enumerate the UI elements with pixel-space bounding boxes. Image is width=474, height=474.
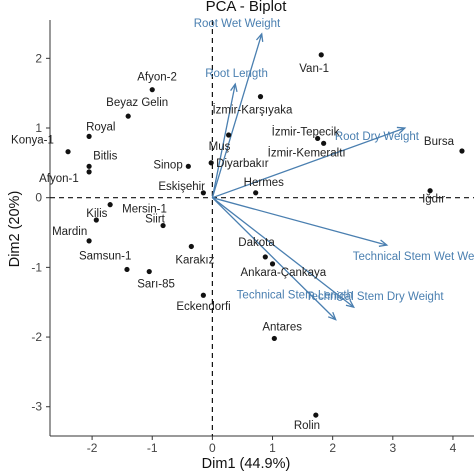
- y-tick-label: -2: [31, 330, 42, 344]
- y-tick-label: 2: [35, 51, 42, 65]
- point-label: Antares: [262, 321, 302, 333]
- x-axis-title: Dim1 (44.9%): [202, 456, 291, 472]
- plot-frame: [49, 20, 474, 437]
- point-label: Bitlis: [93, 150, 118, 162]
- chart-title: PCA - Biplot: [206, 0, 288, 15]
- vector-label: Technical Stem Wet Weight: [353, 251, 474, 263]
- point-label: İzmir-Karşıyaka: [212, 104, 292, 117]
- x-tick-label: -1: [147, 441, 158, 455]
- reference-lines: [50, 20, 474, 436]
- point-label: Samsun-1: [79, 250, 131, 262]
- point-label: Rolin: [294, 420, 320, 432]
- data-point: [160, 222, 166, 229]
- data-point: [86, 238, 92, 244]
- vector-label: Technical Stem Length: [237, 290, 353, 302]
- data-point: [125, 113, 131, 119]
- vector-arrowhead: [327, 311, 337, 321]
- data-point: [321, 140, 327, 146]
- data-point: [262, 254, 268, 260]
- point-label: Van-1: [299, 63, 329, 75]
- vector-label: Technical Stem Dry Weight: [306, 291, 445, 303]
- vector-arrow: [211, 197, 355, 308]
- data-point: [318, 52, 324, 58]
- data-point: [253, 190, 259, 196]
- x-tick-label: 4: [450, 441, 457, 455]
- vector-label: Root Length: [205, 68, 268, 80]
- y-tick-label: 0: [35, 191, 42, 205]
- vector-arrow: [212, 197, 387, 246]
- data-point: [93, 217, 99, 223]
- data-point: [185, 163, 191, 169]
- point-label: Mardin: [52, 226, 87, 238]
- vector-arrow: [211, 33, 263, 198]
- point-label: Sinop: [153, 159, 182, 171]
- point-label: Afyon-2: [137, 72, 177, 84]
- vector-arrow: [211, 197, 337, 321]
- point-label: Ankara-Çankaya: [241, 267, 327, 279]
- point-label: Mersin-1: [122, 204, 167, 216]
- x-tick-label: 2: [329, 441, 336, 455]
- y-axis-title: Dim2 (20%): [7, 191, 23, 268]
- data-point: [149, 87, 155, 93]
- point-label: Siirt: [145, 214, 166, 226]
- point-label: Hermes: [244, 177, 285, 189]
- x-tick-label: 3: [389, 441, 396, 455]
- vector-arrowhead: [255, 32, 264, 42]
- data-point: [146, 268, 152, 275]
- data-point: [86, 133, 92, 139]
- observation-points: Van-1 Afyon-2 İzmir-Karşıyaka Beyaz Gelin Ro…: [11, 52, 465, 432]
- vector-arrowhead: [378, 239, 389, 247]
- variable-vectors: Root Wet Weight Root Length Root Dry Weigh…: [194, 18, 474, 321]
- x-tick-label: 0: [209, 441, 216, 455]
- data-point: [65, 149, 71, 155]
- point-label: Karakız: [175, 254, 214, 266]
- axis-ticks: -2 -1 0 1 2 3 4 -3 -2 -1 0 1 2: [31, 51, 456, 455]
- data-point: [86, 169, 92, 175]
- x-tick-label: 1: [269, 441, 276, 455]
- data-point: [313, 412, 319, 418]
- vector-label: Root Wet Weight: [194, 18, 281, 30]
- point-label: İzmir-Tepecik: [272, 125, 340, 138]
- data-point: [459, 148, 465, 154]
- point-label: Kilis: [86, 208, 107, 220]
- data-point: [188, 243, 194, 250]
- point-label: Konya-1: [11, 135, 54, 147]
- data-point: [200, 190, 206, 196]
- vector-arrowhead: [396, 126, 407, 135]
- point-label: Iğdır: [422, 194, 445, 206]
- point-label: İzmir-Kemeraltı: [268, 146, 346, 159]
- point-label: Eskişehir: [158, 181, 205, 193]
- point-label: Beyaz Gelin: [106, 97, 168, 109]
- point-label: Dakota: [238, 237, 275, 249]
- data-point: [86, 163, 92, 169]
- x-tick-label: -2: [87, 441, 98, 455]
- data-point: [315, 135, 321, 142]
- vector-arrow: [212, 127, 406, 199]
- vector-arrowhead: [230, 82, 238, 93]
- point-label: Muş: [209, 141, 231, 153]
- vector-label: Root Dry Weight: [335, 131, 420, 143]
- data-point: [271, 335, 277, 342]
- vector-arrowhead: [345, 299, 355, 309]
- y-tick-label: -1: [31, 260, 42, 274]
- data-point: [208, 160, 214, 166]
- point-label: Bursa: [424, 136, 455, 148]
- y-tick-label: -3: [31, 400, 42, 414]
- data-point: [107, 202, 113, 208]
- point-label: Afyon-1: [39, 173, 79, 185]
- data-point: [257, 94, 264, 100]
- data-point: [269, 261, 276, 267]
- data-point: [124, 266, 130, 273]
- y-tick-label: 1: [35, 121, 42, 135]
- point-label: Royal: [86, 121, 115, 133]
- data-point: [427, 188, 433, 194]
- point-label: Eckendorfi: [176, 301, 230, 313]
- data-point: [226, 132, 232, 138]
- point-label: Diyarbakır: [216, 158, 269, 170]
- vector-arrow: [211, 83, 236, 198]
- point-label: Sarı-85: [137, 279, 175, 291]
- data-point: [200, 292, 206, 298]
